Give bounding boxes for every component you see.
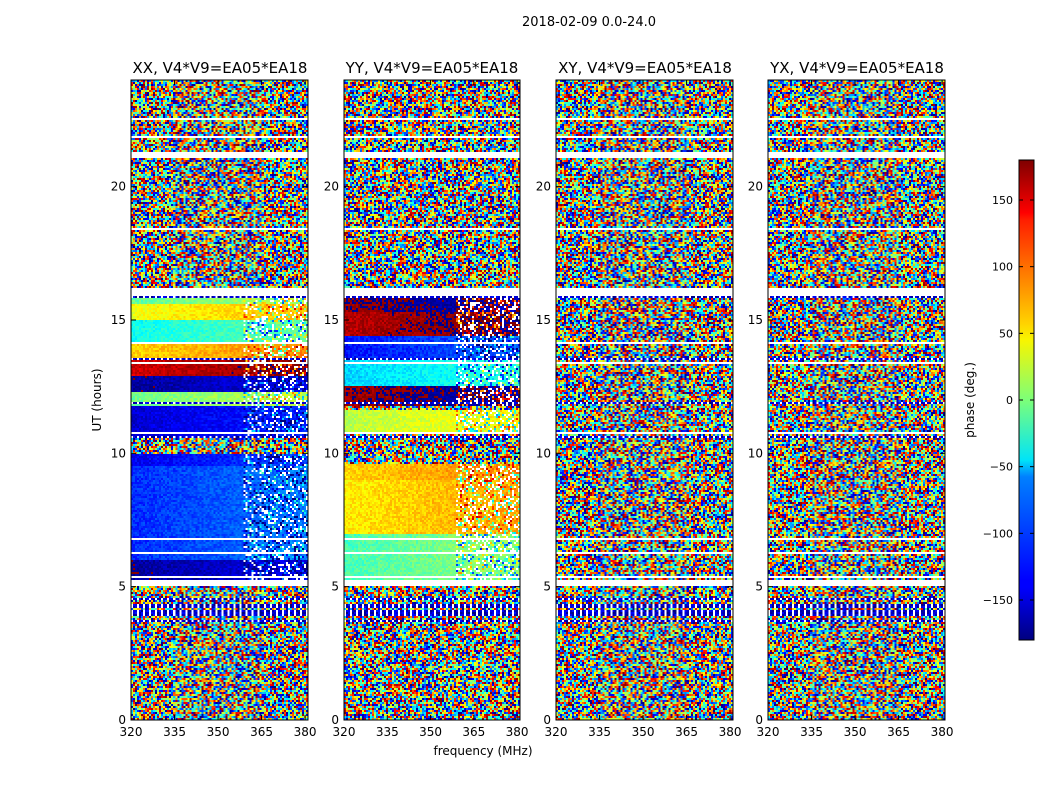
y-tick-label: 0 [118, 713, 126, 727]
panel-xy: XY, V4*V9=EA05*EA18 320 335 350 365 380 0 5 10 1… [536, 59, 742, 739]
x-tick-label: 365 [675, 725, 698, 739]
y-tick-label: 5 [331, 580, 339, 594]
x-tick-label: 350 [419, 725, 442, 739]
x-tick-label: 380 [506, 725, 529, 739]
panel-yy-axes: 320 335 350 365 380 0 5 10 15 20 [324, 80, 529, 739]
colorbar-tick-label: −50 [990, 461, 1013, 474]
y-tick-label: 15 [536, 313, 551, 327]
panel-yy-frame [343, 79, 521, 721]
panel-xx: XX, V4*V9=EA05*EA18 320 335 350 365 380 0 5 10 1… [111, 59, 317, 739]
panel-xx-heatmap [131, 80, 308, 720]
y-tick-label: 10 [748, 446, 763, 460]
colorbar-ticks: 150 100 50 0 −50 −100 −150 [983, 194, 1034, 607]
x-tick-label: 380 [294, 725, 317, 739]
x-tick-label: 380 [931, 725, 954, 739]
y-axis-label: UT (hours) [90, 368, 104, 431]
x-tick-label: 365 [250, 725, 273, 739]
colorbar-tick-label: 100 [992, 261, 1013, 274]
y-tick-label: 20 [111, 180, 126, 194]
panel-xy-axes: 320 335 350 365 380 0 5 10 15 20 [536, 80, 742, 739]
panel-xy-heatmap [556, 80, 733, 720]
x-tick-label: 335 [376, 725, 399, 739]
x-tick-label: 350 [632, 725, 655, 739]
panel-yx-axes: 320 335 350 365 380 0 5 10 15 20 [748, 80, 954, 739]
y-tick-label: 15 [748, 313, 763, 327]
panel-yx-heatmap [768, 80, 945, 720]
colorbar-tick-label: −100 [983, 527, 1013, 540]
x-tick-label: 335 [163, 725, 186, 739]
x-tick-label: 335 [800, 725, 823, 739]
x-tick-label: 365 [462, 725, 485, 739]
panel-yy-title: YY, V4*V9=EA05*EA18 [345, 59, 519, 77]
panel-yx-title: YX, V4*V9=EA05*EA18 [769, 59, 944, 77]
panel-yx: YX, V4*V9=EA05*EA18 320 335 350 365 380 0 5 10 1… [748, 59, 954, 739]
x-tick-label: 350 [844, 725, 867, 739]
panel-yy: YY, V4*V9=EA05*EA18 320 335 350 365 380 0 5 10 1… [324, 59, 529, 739]
figure-suptitle: 2018-02-09 0.0-24.0 [522, 15, 656, 30]
y-tick-label: 10 [324, 446, 339, 460]
x-axis-label: frequency (MHz) [433, 744, 532, 758]
y-tick-label: 0 [755, 713, 763, 727]
y-tick-label: 5 [118, 580, 126, 594]
colorbar-tick-label: 50 [999, 327, 1013, 340]
x-tick-label: 320 [757, 725, 780, 739]
y-tick-label: 20 [748, 180, 763, 194]
y-tick-label: 10 [111, 446, 126, 460]
panel-yy-heatmap [344, 80, 520, 720]
y-tick-label: 10 [536, 446, 551, 460]
colorbar-tick-label: 0 [1006, 394, 1013, 407]
x-tick-label: 335 [588, 725, 611, 739]
panel-xy-title: XY, V4*V9=EA05*EA18 [558, 59, 732, 77]
x-tick-label: 380 [719, 725, 742, 739]
y-tick-label: 0 [331, 713, 339, 727]
y-tick-label: 15 [324, 313, 339, 327]
x-tick-label: 350 [207, 725, 230, 739]
panel-xx-frame [130, 79, 309, 721]
colorbar-gradient [1019, 160, 1034, 640]
colorbar-label: phase (deg.) [963, 362, 977, 438]
panel-xx-axes: 320 335 350 365 380 0 5 10 15 20 [111, 80, 317, 739]
colorbar-tick-label: −150 [983, 594, 1013, 607]
y-tick-label: 20 [324, 180, 339, 194]
x-tick-label: 320 [333, 725, 356, 739]
x-tick-label: 320 [545, 725, 568, 739]
y-tick-label: 0 [543, 713, 551, 727]
panel-yx-frame [767, 79, 946, 721]
y-tick-label: 15 [111, 313, 126, 327]
y-tick-label: 5 [755, 580, 763, 594]
panel-xy-frame [555, 79, 734, 721]
colorbar-tick-label: 150 [992, 194, 1013, 207]
x-tick-label: 320 [120, 725, 143, 739]
y-tick-label: 20 [536, 180, 551, 194]
panel-xx-title: XX, V4*V9=EA05*EA18 [133, 59, 308, 77]
colorbar: 150 100 50 0 −50 −100 −150 phase (deg.) [963, 159, 1035, 641]
x-tick-label: 365 [887, 725, 910, 739]
y-tick-label: 5 [543, 580, 551, 594]
